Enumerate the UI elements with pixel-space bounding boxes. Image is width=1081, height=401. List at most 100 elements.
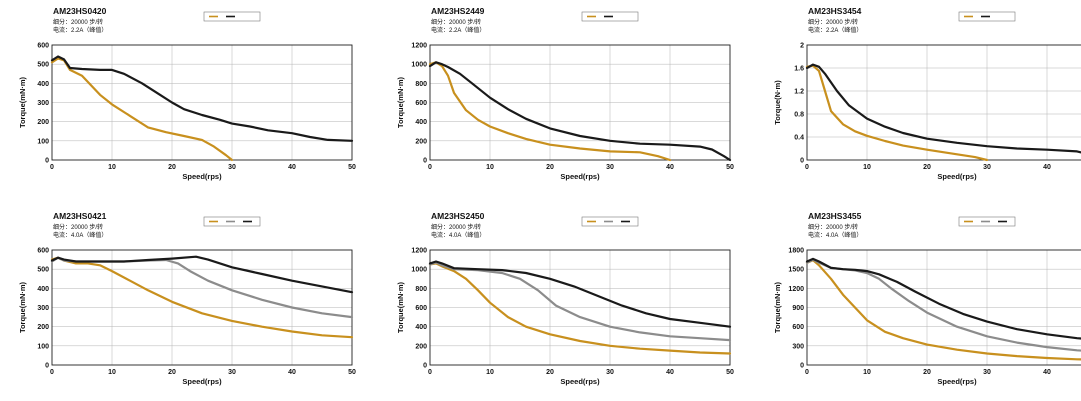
y-tick-label: 0: [800, 158, 804, 165]
torque-chart: AM23HS0421 细分：20000 步/转电流：4.0A（峰值） 0 10 20 30…: [18, 211, 356, 386]
chart-subtitle: 电流：2.2A（峰值）: [53, 26, 107, 34]
y-tick-label: 0: [423, 158, 427, 165]
series-line: [805, 257, 1081, 340]
x-tick-label: 50: [726, 164, 734, 171]
chart-subtitle: 电流：4.0A（峰值）: [431, 231, 485, 239]
y-tick-label: 400: [37, 81, 49, 88]
chart-legend: [581, 216, 639, 227]
x-tick-label: 30: [606, 164, 614, 171]
y-tick-label: 300: [792, 343, 804, 350]
series-line: [805, 259, 1081, 361]
plot-frame: [806, 44, 1081, 161]
x-tick-label: 10: [108, 369, 116, 376]
y-tick-label: 0: [800, 363, 804, 370]
series-line: [50, 55, 354, 142]
y-tick-label: 0: [45, 363, 49, 370]
y-tick-label: 600: [37, 43, 49, 50]
x-tick-label: 40: [288, 164, 296, 171]
y-tick-label: 1000: [411, 62, 427, 69]
x-tick-label: 30: [983, 369, 991, 376]
x-tick-label: 10: [863, 369, 871, 376]
y-tick-label: 1200: [788, 286, 804, 293]
torque-chart: AM23HS2450 细分：20000 步/转电流：4.0A（峰值） 0 10 20 30…: [396, 211, 734, 386]
y-axis-label: Torque(mN·m): [18, 76, 27, 128]
x-tick-label: 40: [1043, 164, 1051, 171]
x-tick-label: 0: [428, 369, 432, 376]
y-tick-label: 600: [415, 100, 427, 107]
chart-legend: [581, 11, 639, 22]
chart-subtitle: 细分：20000 步/转: [431, 18, 481, 26]
y-tick-label: 1200: [411, 43, 427, 50]
chart-title: AM23HS3454: [808, 6, 862, 16]
x-tick-label: 30: [228, 369, 236, 376]
x-tick-label: 0: [50, 369, 54, 376]
y-tick-label: 1500: [788, 267, 804, 274]
x-tick-label: 40: [666, 164, 674, 171]
x-tick-label: 0: [805, 164, 809, 171]
chart-title: AM23HS2450: [431, 211, 485, 221]
chart-subtitle: 细分：20000 步/转: [808, 18, 858, 26]
y-axis-label: Torque(N·m): [773, 80, 782, 125]
chart-legend: [203, 216, 261, 227]
y-tick-label: 500: [37, 62, 49, 69]
series-line: [428, 261, 732, 342]
y-tick-label: 200: [415, 343, 427, 350]
chart-legend: [958, 11, 1016, 22]
y-tick-label: 600: [415, 305, 427, 312]
y-tick-label: 800: [415, 81, 427, 88]
x-tick-label: 20: [923, 164, 931, 171]
y-tick-label: 0.4: [794, 135, 804, 142]
x-tick-label: 50: [348, 369, 356, 376]
y-tick-label: 1.2: [794, 89, 804, 96]
x-tick-label: 20: [923, 369, 931, 376]
series-line: [50, 256, 354, 319]
y-axis-label: Torque(mN·m): [396, 281, 405, 333]
x-tick-label: 0: [428, 164, 432, 171]
y-tick-label: 0.8: [794, 112, 804, 119]
chart-title: AM23HS3455: [808, 211, 862, 221]
series-line: [428, 61, 732, 162]
chart-title: AM23HS2449: [431, 6, 485, 16]
y-tick-label: 600: [792, 324, 804, 331]
y-tick-label: 600: [37, 248, 49, 255]
y-tick-label: 0: [45, 158, 49, 165]
series-line: [50, 255, 354, 294]
x-tick-label: 20: [168, 164, 176, 171]
series-line: [428, 262, 732, 355]
x-tick-label: 40: [666, 369, 674, 376]
x-tick-label: 40: [288, 369, 296, 376]
y-tick-label: 2: [800, 43, 804, 50]
y-tick-label: 1200: [411, 248, 427, 255]
series-line: [805, 64, 989, 162]
y-tick-label: 500: [37, 267, 49, 274]
chart-subtitle: 细分：20000 步/转: [53, 18, 103, 26]
x-tick-label: 50: [348, 164, 356, 171]
chart-subtitle: 细分：20000 步/转: [431, 223, 481, 231]
y-tick-label: 200: [37, 119, 49, 126]
y-tick-label: 400: [37, 286, 49, 293]
chart-subtitle: 电流：4.0A（峰值）: [53, 231, 107, 239]
plot-frame: [51, 44, 353, 161]
y-tick-label: 1.6: [794, 66, 804, 73]
y-tick-label: 1000: [411, 267, 427, 274]
x-axis-label: Speed(rps): [182, 172, 222, 181]
x-tick-label: 0: [50, 164, 54, 171]
y-tick-label: 100: [37, 343, 49, 350]
plot-frame: [429, 44, 731, 161]
plot-frame: [806, 249, 1081, 366]
y-tick-label: 1800: [788, 248, 804, 255]
chart-subtitle: 细分：20000 步/转: [808, 223, 858, 231]
series-line: [50, 57, 234, 162]
y-tick-label: 300: [37, 305, 49, 312]
torque-chart: AM23HS2449 细分：20000 步/转电流：2.2A（峰值） 0 10 20 30…: [396, 6, 734, 181]
y-tick-label: 200: [415, 138, 427, 145]
series-line: [428, 61, 672, 162]
y-tick-label: 400: [415, 324, 427, 331]
chart-subtitle: 电流：2.2A（峰值）: [808, 26, 862, 34]
chart-subtitle: 电流：4.0A（峰值）: [808, 231, 862, 239]
x-tick-label: 10: [486, 164, 494, 171]
x-tick-label: 20: [168, 369, 176, 376]
chart-subtitle: 电流：2.2A（峰值）: [431, 26, 485, 34]
plot-frame: [51, 249, 353, 366]
